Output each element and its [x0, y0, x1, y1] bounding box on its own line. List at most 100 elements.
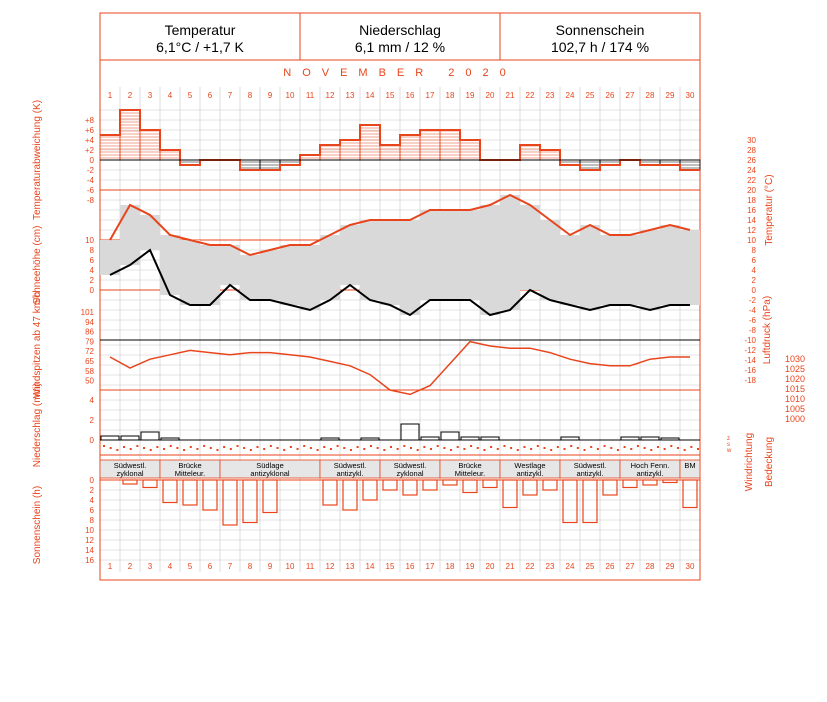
sunshine-bar	[582, 479, 598, 524]
day-grid	[119, 87, 681, 572]
weather-type-label: Hoch Fenn.	[631, 461, 670, 470]
day-label-bottom: 19	[466, 562, 475, 571]
weather-type-label: Südwestl.	[394, 461, 427, 470]
day-label-bottom: 5	[188, 562, 193, 571]
day-label-top: 1	[108, 91, 113, 100]
temperature-range-band	[220, 245, 240, 285]
weather-type-label: Südwestl.	[334, 461, 367, 470]
temperature-range-band	[440, 210, 460, 300]
wind-direction-dot	[483, 449, 486, 451]
header-precipitation-value: 6,1 mm / 12 %	[354, 39, 446, 55]
pressure-tick-label: 1000	[785, 414, 805, 424]
wind-direction-dot	[630, 448, 633, 450]
day-label-top: 11	[306, 91, 315, 100]
sunshine-bar	[642, 479, 658, 486]
wind-direction-dot	[209, 447, 212, 449]
temperature-range-band	[340, 225, 360, 285]
temperature-tick-label: 24	[747, 166, 756, 175]
wind-direction-dot	[503, 445, 506, 447]
anomaly-bar	[439, 129, 461, 161]
sunshine-bar	[262, 479, 278, 514]
day-label-bottom: 23	[546, 562, 555, 571]
day-label-top: 22	[526, 91, 535, 100]
wind-direction-dot	[303, 445, 306, 447]
day-label-bottom: 9	[268, 562, 273, 571]
header-precipitation: Niederschlag 6,1 mm / 12 %	[300, 13, 500, 60]
wind-direction-dot	[236, 445, 239, 447]
weather-type-label: zyklonal	[396, 469, 423, 478]
precip-bar	[100, 435, 120, 441]
precip-bar	[120, 435, 140, 441]
day-label-top: 16	[406, 91, 415, 100]
day-label-top: 10	[286, 91, 295, 100]
wind-direction-dot	[610, 447, 613, 449]
wind-direction-dot	[223, 446, 226, 448]
wind-direction-dot	[636, 445, 639, 447]
wind-direction-dot	[123, 446, 126, 448]
wind-direction-dot	[149, 449, 152, 451]
precip-bar	[400, 423, 420, 441]
snow-tick-label: 10	[85, 236, 94, 245]
sunshine-bar	[122, 479, 138, 485]
precip-bar	[140, 431, 160, 441]
day-label-top: 25	[586, 91, 595, 100]
day-label-top: 6	[208, 91, 213, 100]
anomaly-tick-label: +2	[85, 146, 95, 155]
anomaly-tick-label: +6	[85, 126, 95, 135]
wind-direction-dot	[516, 449, 519, 451]
anomaly-tick-label: +4	[85, 136, 95, 145]
weather-type-label: Mitteleur.	[175, 469, 205, 478]
wind-direction-dot	[697, 448, 699, 450]
sunshine-bar	[142, 479, 158, 489]
snow-tick-label: 2	[90, 276, 95, 285]
temperature-range-band	[360, 220, 380, 300]
temperature-range-band	[420, 210, 440, 300]
wind-direction-dot	[603, 445, 606, 447]
wind-tick-label: 79	[85, 337, 94, 346]
temperature-range-band	[660, 225, 680, 305]
wind-direction-dot	[296, 448, 299, 450]
wind-direction-dot	[523, 446, 526, 448]
header-sunshine-value: 102,7 h / 174 %	[550, 39, 650, 55]
pressure-tick-label: 1015	[785, 384, 805, 394]
day-label-bottom: 22	[526, 562, 535, 571]
wind-tick-label: 65	[85, 357, 94, 366]
weather-type-label: antizyklonal	[250, 469, 290, 478]
weather-type-label: zyklonal	[116, 469, 143, 478]
wind-direction-dot	[183, 449, 186, 451]
wind-direction-dot	[283, 449, 286, 451]
temperature-tick-label: 6	[752, 256, 757, 265]
wind-direction-dot	[583, 449, 586, 451]
day-label-bottom: 4	[168, 562, 173, 571]
header-sunshine: Sonnenschein 102,7 h / 174 %	[500, 13, 700, 60]
day-label-bottom: 20	[486, 562, 495, 571]
temperature-range-band	[140, 215, 160, 250]
day-label-top: 8	[248, 91, 253, 100]
pressure-axis-label: Luftdruck (hPa)	[762, 296, 773, 364]
wind-direction-dot	[229, 448, 232, 450]
wind-direction-dot	[116, 449, 119, 451]
wind-direction-dot	[276, 447, 279, 449]
temperature-tick-label: 16	[747, 206, 756, 215]
weather-type-label: Mitteleur.	[455, 469, 485, 478]
temperature-range-band	[160, 235, 180, 295]
day-label-top: 26	[606, 91, 615, 100]
wind-direction-dot	[369, 445, 372, 447]
cloud-axis-label: Bedeckung	[764, 437, 775, 487]
sunshine-bar	[322, 479, 338, 506]
wind-direction-dot	[189, 446, 192, 448]
day-label-top: 20	[486, 91, 495, 100]
sunshine-bar	[602, 479, 618, 496]
wind-direction-dot	[450, 449, 453, 451]
sun-tick-label: 0	[90, 476, 95, 485]
day-label-bottom: 24	[566, 562, 575, 571]
day-label-top: 14	[366, 91, 375, 100]
day-label-bottom: 18	[446, 562, 455, 571]
winddir-axis-label: Windrichtung	[744, 433, 755, 491]
day-label-bottom: 7	[228, 562, 233, 571]
pressure-tick-label: 1010	[785, 394, 805, 404]
day-label-top: 19	[466, 91, 475, 100]
pressure-tick-label: 1005	[785, 404, 805, 414]
sunshine-bar	[162, 479, 178, 504]
sunshine-bar	[442, 479, 458, 486]
